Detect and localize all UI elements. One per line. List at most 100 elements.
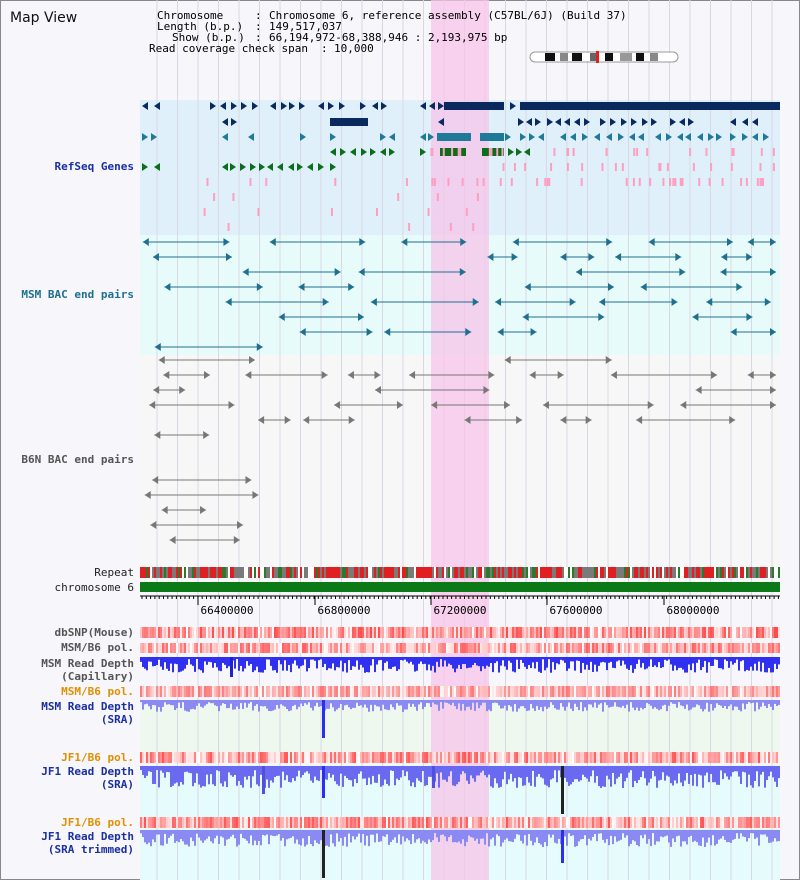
polymorphism-cell (398, 643, 400, 653)
depth-bar (362, 657, 364, 668)
depth-bar (610, 700, 612, 707)
polymorphism-cell (674, 686, 676, 697)
polymorphism-cell (142, 627, 144, 638)
gene-arrow (222, 163, 228, 171)
depth-bar (146, 657, 148, 671)
depth-bar (450, 700, 452, 706)
depth-bar (376, 700, 378, 707)
polymorphism-cell (368, 686, 370, 697)
polymorphism-cell (748, 817, 750, 828)
depth-bar (210, 700, 212, 704)
depth-bar (386, 700, 388, 710)
polymorphism-cell (186, 686, 188, 697)
polymorphism-cell (484, 643, 486, 653)
bac-end-arrow (557, 371, 564, 379)
chromosome-ideogram[interactable] (529, 51, 679, 63)
depth-bar (156, 700, 158, 712)
track-label-b6n-bac[interactable]: B6N BAC end pairs (21, 453, 134, 466)
depth-bar (250, 830, 252, 836)
polymorphism-cell (460, 817, 462, 828)
polymorphism-cell (734, 627, 736, 638)
depth-bar (338, 657, 340, 668)
depth-bar (434, 830, 436, 834)
b6n-bac-track[interactable] (144, 356, 776, 544)
msm-bac-track[interactable] (142, 238, 776, 351)
depth-bar (468, 657, 470, 668)
polymorphism-cell (522, 686, 524, 697)
polymorphism-cell (414, 627, 416, 638)
track-label-refseq[interactable]: RefSeq Genes (54, 160, 134, 173)
polymorphism-cell (574, 686, 576, 697)
depth-bar (456, 830, 458, 843)
polymorphism-cell (646, 627, 648, 638)
depth-bar (498, 700, 500, 706)
polymorphism-cell (548, 752, 550, 763)
polymorphism-cell (200, 817, 202, 828)
depth-bar (422, 657, 424, 665)
depth-bar (664, 766, 666, 781)
depth-bar (394, 766, 396, 786)
bac-end-arrow (512, 238, 519, 246)
polymorphism-cell (288, 686, 290, 697)
polymorphism-cell (334, 752, 336, 763)
refseq-track[interactable] (142, 102, 780, 231)
polymorphism-cell (202, 627, 204, 638)
highlight-region[interactable] (431, 0, 489, 880)
depth-bar (646, 830, 648, 844)
depth-bar (690, 700, 692, 710)
polymorphism-cell (606, 752, 608, 763)
depth-bar (180, 657, 182, 672)
polymorphism-cell (158, 627, 160, 638)
polymorphism-cell (736, 627, 738, 638)
depth-bar (260, 766, 262, 775)
depth-bar (524, 700, 526, 709)
repeat-segment (600, 567, 602, 578)
polymorphism-cell (350, 817, 352, 828)
depth-bar (486, 766, 488, 778)
polymorphism-cell (376, 752, 378, 763)
repeat-segment (144, 567, 146, 578)
polymorphism-cell (164, 752, 166, 763)
polymorphism-cell (510, 643, 512, 653)
polymorphism-cell (720, 686, 722, 697)
length-key: Length (b.p.) (157, 20, 244, 33)
depth-bar (626, 657, 628, 669)
polymorphism-cell (308, 752, 310, 763)
depth-bar (220, 766, 222, 784)
polymorphism-cell (670, 686, 672, 697)
polymorphism-cell (680, 817, 682, 828)
repeat-segment (726, 567, 728, 578)
polymorphism-cell (542, 817, 544, 828)
polymorphism-cell (700, 817, 702, 828)
polymorphism-cell (610, 817, 612, 828)
polymorphism-cell (648, 817, 650, 828)
depth-bar (466, 700, 468, 707)
repeat-segment (706, 567, 708, 578)
depth-bar (606, 700, 608, 706)
depth-bar (152, 657, 154, 667)
depth-bar (546, 700, 548, 709)
depth-bar (246, 700, 248, 708)
polymorphism-cell (532, 817, 534, 828)
polymorphism-cell (272, 627, 274, 638)
depth-bar (426, 700, 428, 703)
depth-bar (582, 657, 584, 664)
polymorphism-cell (292, 627, 294, 638)
polymorphism-cell (150, 686, 152, 697)
polymorphism-cell (584, 686, 586, 697)
depth-bar (742, 766, 744, 772)
polymorphism-cell (662, 752, 664, 763)
polymorphism-cell (640, 817, 642, 828)
depth-bar (302, 700, 304, 707)
polymorphism-cell (428, 752, 430, 763)
repeat-segment (512, 567, 514, 578)
depth-bar (586, 700, 588, 711)
depth-bar (728, 700, 730, 707)
depth-bar (730, 700, 732, 705)
repeat-segment (230, 567, 232, 578)
repeat-segment (146, 567, 148, 578)
track-label-msm-bac[interactable]: MSM BAC end pairs (21, 288, 134, 301)
polymorphism-cell (338, 643, 340, 653)
polymorphism-cell (710, 686, 712, 697)
